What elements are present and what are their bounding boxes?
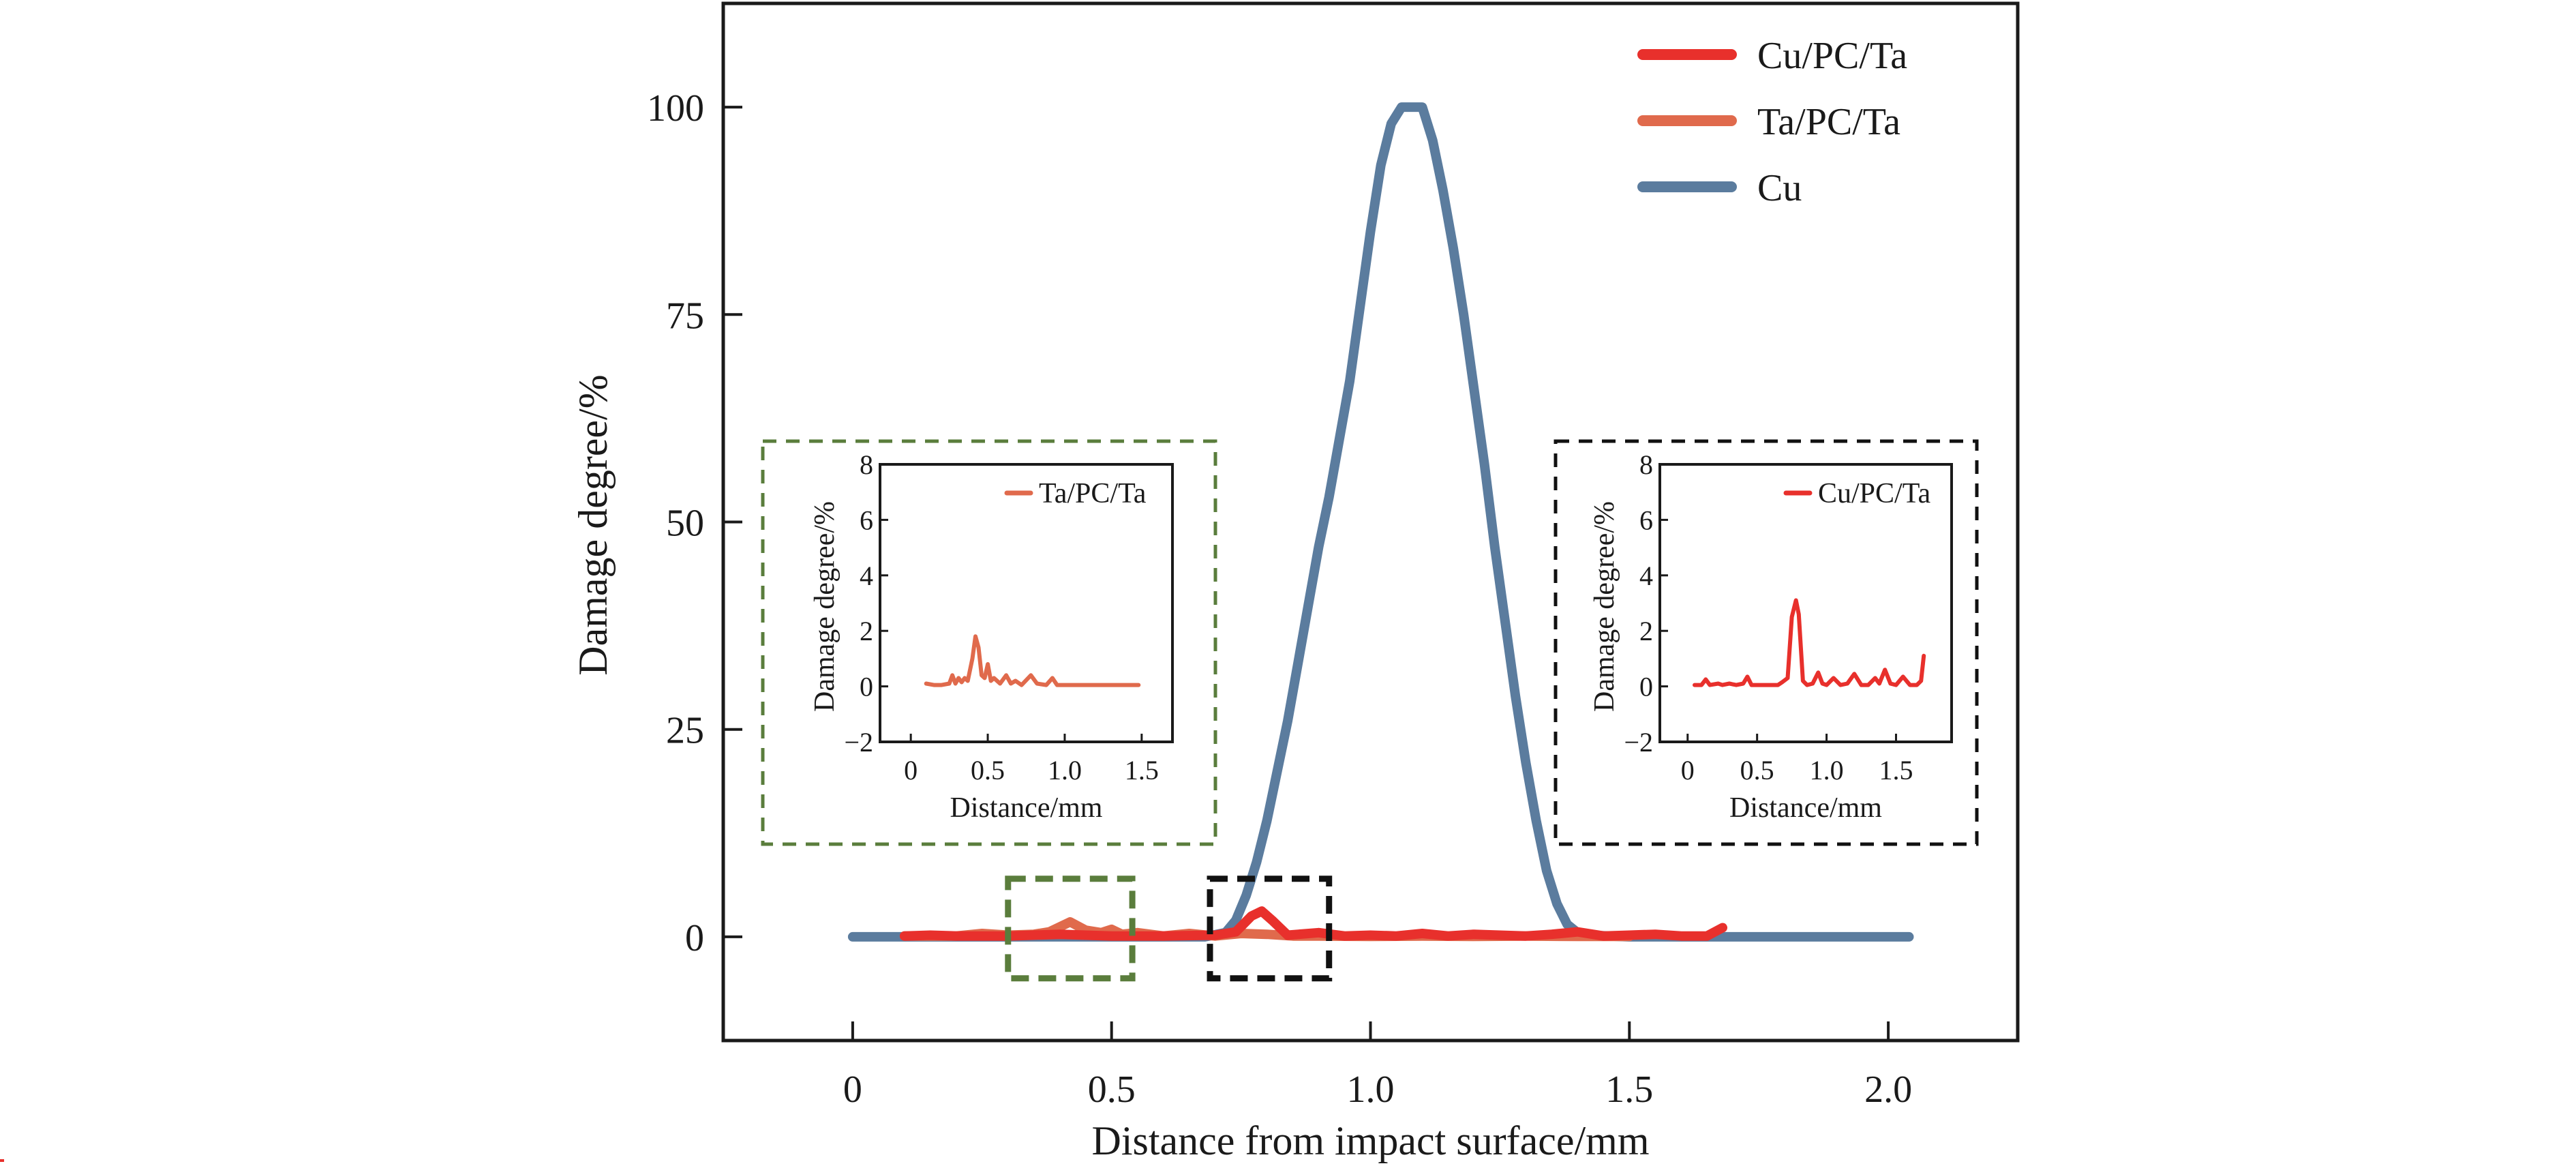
inset-series-line: [924, 634, 1141, 687]
inset-dashed-frame: [761, 439, 1217, 846]
stray-mark: [0, 1159, 4, 1162]
inset-y-tick-label: 2: [1639, 616, 1653, 646]
inset-y-tick-label: 8: [1639, 449, 1653, 480]
zoom-box-ta-pc-ta: [1005, 876, 1136, 982]
inset-axes-frame: [879, 463, 1174, 743]
inset-dashed-frame: [1554, 439, 1979, 846]
x-axis-title: Distance from impact surface/mm: [1091, 1118, 1649, 1163]
inset-y-axis-title: Damage degree/%: [1589, 501, 1620, 712]
inset-y-tick-label: 0: [860, 672, 873, 702]
inset-y-tick-label: 6: [1639, 505, 1653, 535]
y-tick-label: 50: [666, 503, 704, 545]
y-tick-label: 25: [666, 710, 704, 752]
x-tick-label: 1.0: [1347, 1068, 1395, 1111]
y-tick-label: 100: [647, 87, 704, 130]
x-tick-label: 0: [843, 1068, 862, 1111]
inset-y-tick-label: 4: [1639, 560, 1653, 591]
legend-label: Cu/PC/Ta: [1757, 35, 1907, 77]
inset-x-tick-label: 1.5: [1125, 755, 1159, 786]
inset-x-tick-label: 1.5: [1879, 755, 1913, 786]
inset-x-tick-label: 0.5: [1740, 755, 1774, 786]
x-tick-label: 2.0: [1864, 1068, 1912, 1111]
inset-x-axis-title: Distance/mm: [1729, 792, 1882, 824]
inset-y-axis-title: Damage degree/%: [809, 501, 840, 712]
main-plot: 0 25 50 75 100 0 0.5 1.0 1.5 2.0 Distance from imp…: [571, 1, 2020, 1163]
inset-y-tick-label: 6: [860, 505, 873, 535]
x-tick-label: 1.5: [1605, 1068, 1653, 1111]
x-tick-label: 0.5: [1088, 1068, 1136, 1111]
inset-cu-pc-ta: −2 0 2 4 6 8 0 0.5 1.0 1.5 Distance/mm Damage degre…: [1554, 439, 1979, 846]
inset-x-tick-label: 1.0: [1048, 755, 1082, 786]
inset-series-line: [1693, 598, 1926, 687]
inset-y-tick-label: 8: [860, 449, 873, 480]
inset-legend-label: Cu/PC/Ta: [1818, 478, 1930, 509]
inset-y-tick-label: 2: [860, 616, 873, 646]
inset-ta-pc-ta: −2 0 2 4 6 8 0 0.5 1.0 1.5 Distance/mm Damage degre…: [761, 439, 1217, 846]
inset-y-tick-label: 0: [1639, 672, 1653, 702]
y-tick-label: 0: [685, 917, 704, 959]
legend-label: Ta/PC/Ta: [1757, 101, 1900, 143]
inset-x-axis-title: Distance/mm: [950, 792, 1103, 824]
inset-x-tick-label: 0.5: [971, 755, 1005, 786]
legend-item: Cu/PC/Ta: [1637, 35, 1907, 77]
y-axis-title: Damage degree/%: [571, 374, 616, 675]
legend-label: Cu: [1757, 167, 1802, 209]
legend-item: Cu: [1637, 167, 1802, 209]
inset-legend-label: Ta/PC/Ta: [1039, 478, 1147, 509]
inset-y-tick-label: −2: [1624, 727, 1653, 758]
legend-item: Ta/PC/Ta: [1637, 101, 1900, 143]
inset-x-tick-label: 0: [904, 755, 918, 786]
inset-axes-frame: [1658, 463, 1953, 743]
inset-x-tick-label: 0: [1681, 755, 1695, 786]
inset-x-tick-label: 1.0: [1810, 755, 1844, 786]
inset-y-tick-label: 4: [860, 560, 873, 591]
y-tick-label: 75: [666, 295, 704, 337]
zoom-box-cu-pc-ta: [1207, 876, 1333, 982]
inset-y-tick-label: −2: [844, 727, 873, 758]
series-line-cu-pc-ta: [899, 906, 1727, 941]
